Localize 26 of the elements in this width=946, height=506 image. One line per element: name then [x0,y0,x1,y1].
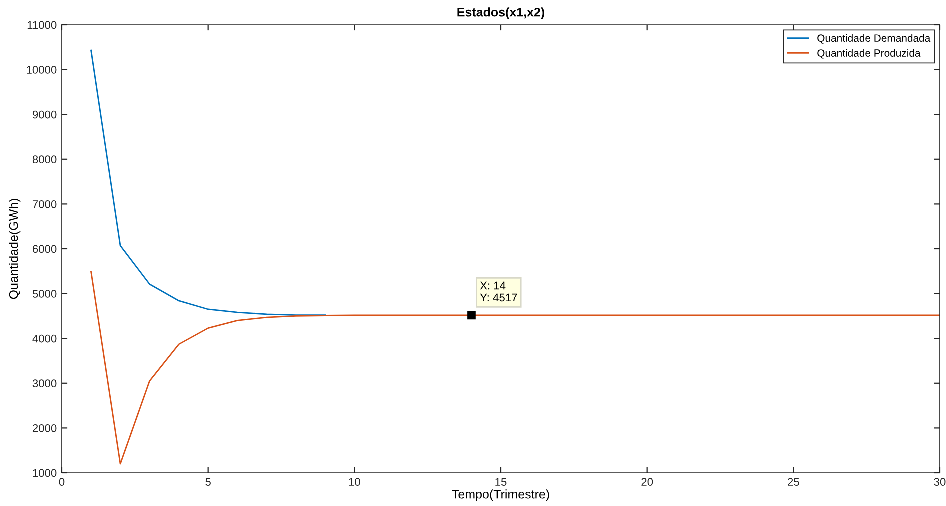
line-series [90,271,940,465]
legend-label: Quantidade Demandada [818,34,931,44]
y-tick-label: 2000 [32,424,57,432]
y-tick-label: 1000 [33,469,57,478]
x-tick-label: 20 [642,478,654,486]
x-tick-label: 15 [496,478,507,486]
y-tick-label: 4000 [32,334,57,343]
line-series [90,50,326,316]
annotation: X: 14 Y: 4517 [480,282,518,302]
y-tick-label: 3000 [32,380,57,388]
y-axis-title: Quantidade(GWh) [9,199,21,300]
x-axis-title: Tempo(Trimestre) [452,490,550,502]
y-tick-label: 5000 [32,290,57,298]
x-tick-label: 10 [349,478,360,486]
y-tick-label: 11000 [28,21,57,30]
x-tick-label: 25 [788,478,800,486]
x-tick-label: 5 [206,478,211,486]
y-tick-label: 6000 [32,245,57,254]
y-tick-label: 10000 [27,66,57,74]
y-tick-label: 9000 [32,110,57,119]
chart-title: Estados(x1,x2) [458,8,544,20]
y-tick-label: 7000 [32,200,57,208]
y-tick-label: 8000 [32,156,57,164]
x-tick-label: 30 [934,478,946,486]
legend-label: Quantidade Produzida [818,49,921,59]
x-tick-label: 0 [59,478,65,486]
